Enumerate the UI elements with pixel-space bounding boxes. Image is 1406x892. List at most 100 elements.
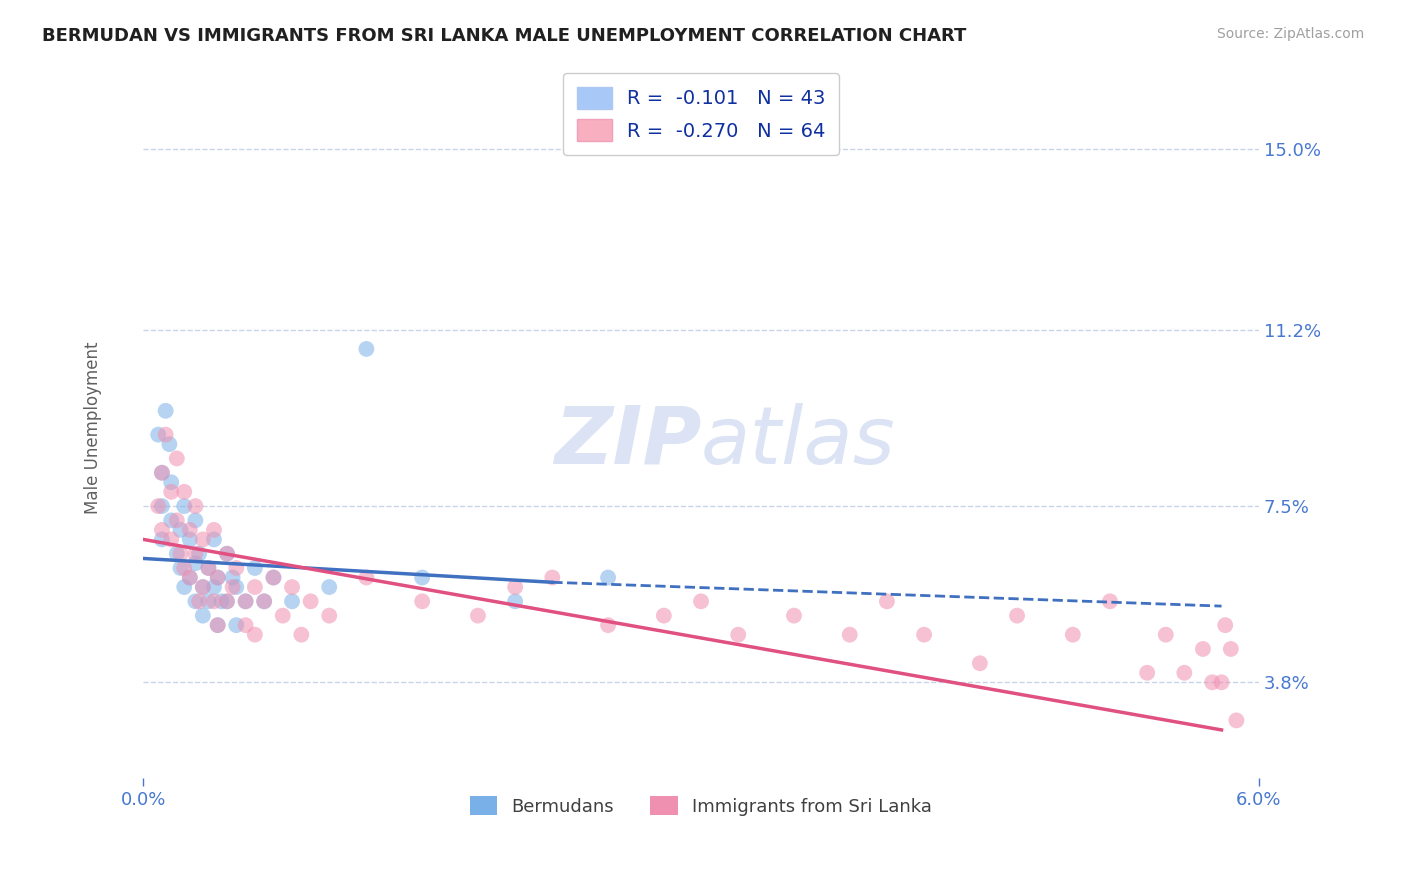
Point xyxy=(503,580,526,594)
Point xyxy=(169,561,191,575)
Point xyxy=(173,484,195,499)
Point xyxy=(253,594,276,608)
Point xyxy=(202,594,225,608)
Point xyxy=(173,561,195,575)
Point xyxy=(356,342,378,356)
Point xyxy=(783,608,806,623)
Point xyxy=(179,570,201,584)
Point xyxy=(1225,714,1247,728)
Text: atlas: atlas xyxy=(702,402,896,481)
Point xyxy=(243,580,266,594)
Point xyxy=(1192,642,1215,657)
Point xyxy=(209,594,232,608)
Legend: Bermudans, Immigrants from Sri Lanka: Bermudans, Immigrants from Sri Lanka xyxy=(461,787,941,824)
Point xyxy=(225,561,247,575)
Point xyxy=(243,561,266,575)
Point xyxy=(1005,608,1028,623)
Point xyxy=(356,570,378,584)
Point xyxy=(166,547,188,561)
Point xyxy=(150,466,173,480)
Point xyxy=(207,570,229,584)
Point xyxy=(150,499,173,513)
Point xyxy=(503,594,526,608)
Point xyxy=(243,628,266,642)
Point xyxy=(838,628,860,642)
Point xyxy=(318,608,340,623)
Point xyxy=(207,570,229,584)
Point xyxy=(1154,628,1177,642)
Point xyxy=(411,594,433,608)
Point xyxy=(173,499,195,513)
Point xyxy=(215,594,238,608)
Point xyxy=(179,533,201,547)
Point xyxy=(262,570,284,584)
Point xyxy=(191,533,214,547)
Point xyxy=(155,427,177,442)
Point xyxy=(262,570,284,584)
Point xyxy=(225,580,247,594)
Point xyxy=(235,618,257,632)
Point xyxy=(179,570,201,584)
Point xyxy=(188,594,211,608)
Text: ZIP: ZIP xyxy=(554,402,702,481)
Point xyxy=(184,556,207,570)
Text: BERMUDAN VS IMMIGRANTS FROM SRI LANKA MALE UNEMPLOYMENT CORRELATION CHART: BERMUDAN VS IMMIGRANTS FROM SRI LANKA MA… xyxy=(42,27,966,45)
Point xyxy=(969,657,991,671)
Point xyxy=(169,523,191,537)
Point xyxy=(467,608,489,623)
Point xyxy=(318,580,340,594)
Point xyxy=(596,618,619,632)
Point xyxy=(1211,675,1233,690)
Point xyxy=(225,618,247,632)
Point xyxy=(191,580,214,594)
Point xyxy=(271,608,294,623)
Point xyxy=(148,427,170,442)
Point xyxy=(1136,665,1159,680)
Point xyxy=(215,594,238,608)
Point xyxy=(727,628,749,642)
Point xyxy=(166,513,188,527)
Point xyxy=(184,513,207,527)
Point xyxy=(197,561,219,575)
Point xyxy=(299,594,322,608)
Point xyxy=(184,499,207,513)
Point xyxy=(912,628,935,642)
Point xyxy=(1213,618,1236,632)
Point xyxy=(541,570,564,584)
Point xyxy=(1173,665,1195,680)
Point xyxy=(221,580,243,594)
Point xyxy=(690,594,713,608)
Point xyxy=(253,594,276,608)
Point xyxy=(290,628,312,642)
Point xyxy=(150,533,173,547)
Point xyxy=(652,608,675,623)
Point xyxy=(160,513,183,527)
Point xyxy=(197,594,219,608)
Point xyxy=(281,594,304,608)
Point xyxy=(155,404,177,418)
Point xyxy=(876,594,898,608)
Point xyxy=(202,580,225,594)
Point xyxy=(166,451,188,466)
Point xyxy=(281,580,304,594)
Text: Male Unemployment: Male Unemployment xyxy=(84,342,103,514)
Point xyxy=(191,580,214,594)
Point xyxy=(207,618,229,632)
Point xyxy=(188,547,211,561)
Point xyxy=(179,523,201,537)
Point xyxy=(202,523,225,537)
Point xyxy=(1062,628,1084,642)
Point xyxy=(160,484,183,499)
Point xyxy=(1201,675,1223,690)
Point xyxy=(184,594,207,608)
Point xyxy=(160,533,183,547)
Point xyxy=(411,570,433,584)
Point xyxy=(197,561,219,575)
Point xyxy=(150,523,173,537)
Point xyxy=(202,533,225,547)
Point xyxy=(173,580,195,594)
Point xyxy=(596,570,619,584)
Point xyxy=(1098,594,1121,608)
Point xyxy=(215,547,238,561)
Point xyxy=(160,475,183,490)
